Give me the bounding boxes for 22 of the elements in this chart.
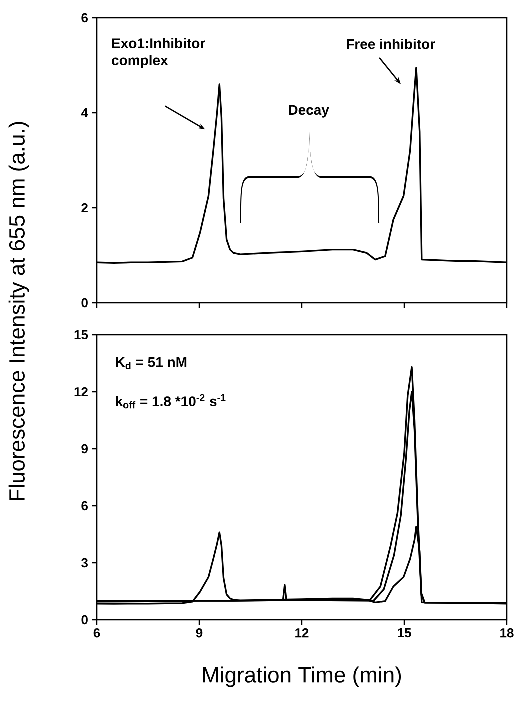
annotation: Exo1:Inhibitor complex (112, 38, 206, 68)
y-tick-label: 12 (74, 387, 88, 397)
y-tick-label: 4 (81, 108, 88, 118)
y-tick-label: 3 (82, 558, 88, 568)
x-tick-label: 9 (196, 628, 203, 638)
annotation: Decay (289, 105, 330, 118)
y-tick-label: 6 (82, 13, 88, 23)
x-tick-label: 15 (398, 628, 412, 638)
y-tick-label: 2 (82, 203, 88, 213)
x-tick-label: 6 (94, 628, 100, 638)
annotation: Free inhibitor (347, 38, 436, 50)
y-tick-label: 0 (82, 298, 88, 308)
x-tick-label: 12 (296, 628, 309, 638)
y-axis-title: Fluorescence Intensity at 655 nm (a.u.) (8, 122, 30, 501)
y-tick-label: 6 (82, 501, 88, 511)
annotation: K$_{d}$ = 51 nM (116, 358, 187, 370)
y-tick-label: 15 (74, 330, 88, 340)
x-tick-label: 18 (500, 628, 514, 638)
y-tick-label: 0 (82, 615, 88, 625)
y-tick-label: 9 (82, 444, 88, 454)
x-axis-title: Migration Time (min) (203, 666, 402, 688)
annotation: k$_{off}$ = 1.8 *10$^{-2}$ s$^{-1}$ (116, 394, 226, 409)
